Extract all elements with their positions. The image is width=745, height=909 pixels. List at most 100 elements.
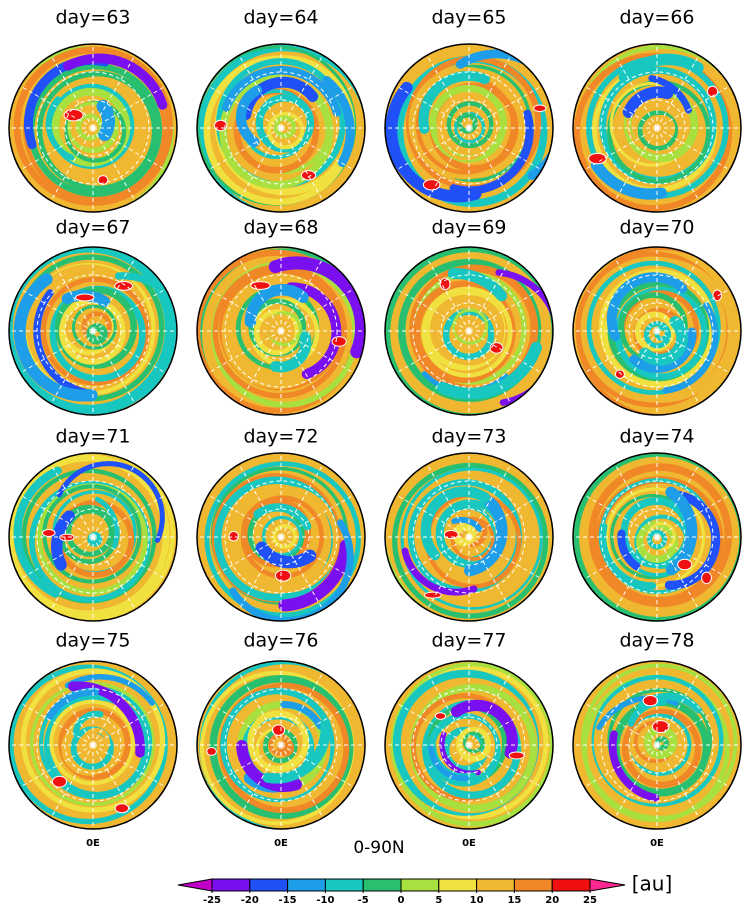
caption: 0-90N — [353, 838, 404, 858]
longitude-line — [426, 55, 470, 129]
polar-map — [573, 661, 741, 829]
longitude-line — [50, 127, 94, 201]
field-swirl — [618, 53, 704, 84]
colorbar-tick-label: -15 — [279, 895, 297, 905]
longitude-line — [468, 330, 542, 374]
longitude-line — [614, 55, 658, 129]
field-swirl — [449, 109, 534, 195]
longitude-line — [238, 330, 282, 404]
field-peak — [51, 775, 68, 788]
longitude-line — [20, 127, 94, 171]
field-swirl — [64, 674, 155, 706]
longitude-line — [92, 330, 136, 404]
longitude-line — [50, 330, 94, 404]
longitude-line — [468, 288, 542, 332]
longitude-line — [92, 85, 166, 129]
field-ring — [385, 247, 553, 415]
field-swirl — [322, 75, 355, 168]
field-peak — [701, 571, 712, 585]
polar-map — [9, 661, 177, 829]
field-ring — [9, 664, 168, 825]
field-ring — [253, 309, 300, 356]
longitude-line — [426, 536, 470, 610]
field-peak — [331, 336, 347, 347]
field-ring — [385, 44, 551, 212]
longitude-line — [468, 744, 512, 818]
colorbar-segment — [287, 878, 326, 892]
longitude-line — [280, 744, 354, 788]
longitude-line — [656, 536, 730, 580]
field-swirl — [420, 486, 491, 561]
longitude-line — [92, 744, 136, 818]
longitude-line — [280, 85, 354, 129]
field-ring — [395, 255, 550, 410]
longitude-line — [208, 85, 282, 129]
polar-map — [197, 661, 365, 829]
longitude-line — [92, 258, 136, 332]
longitude-line — [656, 330, 700, 404]
longitude-line — [614, 464, 658, 538]
field-ring — [204, 461, 361, 618]
field-ring — [76, 113, 104, 141]
field-swirl — [638, 315, 689, 366]
longitude-line — [614, 330, 658, 404]
field-swirl — [608, 730, 660, 802]
panel-title: day=76 — [243, 630, 318, 652]
field-swirl — [622, 86, 674, 118]
map-outline — [8, 452, 178, 622]
map-outline — [384, 660, 554, 830]
longitude-line — [238, 464, 282, 538]
field-ring — [272, 523, 298, 549]
polar-map — [197, 44, 365, 212]
field-swirl — [285, 282, 342, 380]
longitude-line — [614, 127, 658, 201]
longitude-line — [50, 536, 94, 610]
field-swirl — [606, 272, 688, 342]
longitude-line — [50, 672, 94, 746]
longitude-line — [238, 672, 282, 746]
colorbar-segment — [513, 878, 553, 892]
longitude-line — [92, 127, 166, 171]
field-peak — [651, 720, 670, 734]
field-swirl — [262, 717, 331, 784]
panel-title: day=63 — [55, 7, 130, 29]
field-peak — [41, 529, 56, 537]
field-swirl — [662, 301, 719, 394]
field-peak — [114, 280, 134, 291]
longitude-line — [238, 55, 282, 129]
field-swirl — [253, 503, 312, 531]
field-ring — [454, 318, 476, 339]
longitude-line — [92, 464, 136, 538]
colorbar-tick-label: 0 — [398, 895, 405, 905]
field-peak — [228, 531, 239, 542]
field-swirl — [278, 539, 352, 612]
colorbar-segment — [400, 878, 440, 892]
longitude-line — [92, 702, 166, 746]
longitude-line — [468, 702, 542, 746]
field-swirl — [436, 341, 542, 400]
longitude-line — [614, 536, 658, 610]
longitude-line — [426, 258, 470, 332]
field-swirl — [451, 516, 483, 532]
longitude-line — [238, 258, 282, 332]
longitude-line — [208, 702, 282, 746]
field-swirl — [450, 699, 518, 759]
field-swirl — [590, 159, 668, 200]
field-peak — [422, 179, 441, 191]
longitude-line — [426, 127, 470, 201]
panel-title: day=67 — [55, 217, 130, 239]
field-peak — [114, 803, 130, 814]
longitude-line — [426, 464, 470, 538]
longitude-line — [396, 127, 470, 171]
field-peak — [489, 342, 504, 354]
longitude-line — [468, 258, 512, 332]
polar-map — [9, 247, 177, 415]
field-peak — [97, 175, 109, 185]
longitude-line — [396, 702, 470, 746]
map-outline — [572, 246, 742, 416]
longitude-line — [92, 55, 136, 129]
longitude-line — [584, 744, 658, 788]
field-ring — [9, 661, 177, 829]
polar-map — [573, 44, 741, 212]
longitude-line — [468, 494, 542, 538]
